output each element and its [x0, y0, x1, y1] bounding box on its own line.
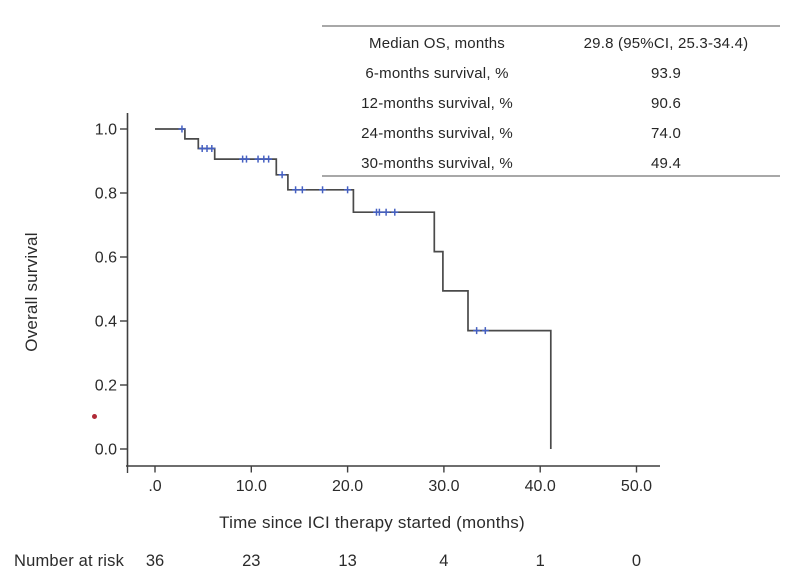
stat-label: 24-months survival, %	[361, 124, 513, 142]
table-row: 30-months survival, % 49.4	[322, 148, 780, 178]
stat-value: 49.4	[651, 154, 681, 172]
stat-label: Median OS, months	[369, 34, 505, 52]
number-at-risk-count: 4	[439, 552, 449, 570]
km-curve	[155, 128, 552, 449]
y-axis-title: Overall survival	[22, 232, 41, 352]
table-row: 12-months survival, % 90.6	[322, 88, 780, 118]
number-at-risk-count: 36	[145, 552, 165, 570]
x-tick-label: 50.0	[621, 478, 652, 495]
y-tick-label: 0.6	[95, 250, 117, 267]
table-row: Median OS, months 29.8 (95%CI, 25.3-34.4…	[322, 28, 780, 58]
x-tick-label: 40.0	[525, 478, 556, 495]
y-tick-label: 0.2	[95, 378, 117, 395]
stat-label: 12-months survival, %	[361, 94, 513, 112]
table-rule-bottom	[322, 175, 780, 177]
stat-value: 74.0	[651, 124, 681, 142]
number-at-risk-count: 13	[338, 552, 357, 570]
x-tick-label: 10.0	[236, 478, 267, 495]
x-tick-label: 30.0	[428, 478, 459, 495]
number-at-risk-count: 1	[535, 552, 545, 570]
stat-value: 90.6	[651, 94, 681, 112]
y-tick-label: 0.8	[95, 186, 117, 203]
number-at-risk-count: 23	[242, 552, 261, 570]
stat-value: 93.9	[651, 64, 681, 82]
table-rule-top	[322, 25, 780, 27]
number-at-risk-label: Number at risk	[14, 552, 125, 570]
stray-red-dot	[92, 414, 97, 419]
y-tick-label: 0.4	[95, 314, 117, 331]
stat-label: 30-months survival, %	[361, 154, 513, 172]
x-axis-title: Time since ICI therapy started (months)	[219, 513, 525, 532]
y-tick-label: 0.0	[95, 442, 117, 459]
x-tick-label: .0	[148, 478, 161, 495]
x-tick-label: 20.0	[332, 478, 363, 495]
number-at-risk-count: 0	[631, 552, 642, 570]
table-row: 6-months survival, % 93.9	[322, 58, 780, 88]
stat-value: 29.8 (95%CI, 25.3-34.4)	[583, 34, 749, 52]
stat-label: 6-months survival, %	[365, 64, 509, 82]
y-tick-label: 1.0	[95, 122, 117, 139]
table-row: 24-months survival, % 74.0	[322, 118, 780, 148]
